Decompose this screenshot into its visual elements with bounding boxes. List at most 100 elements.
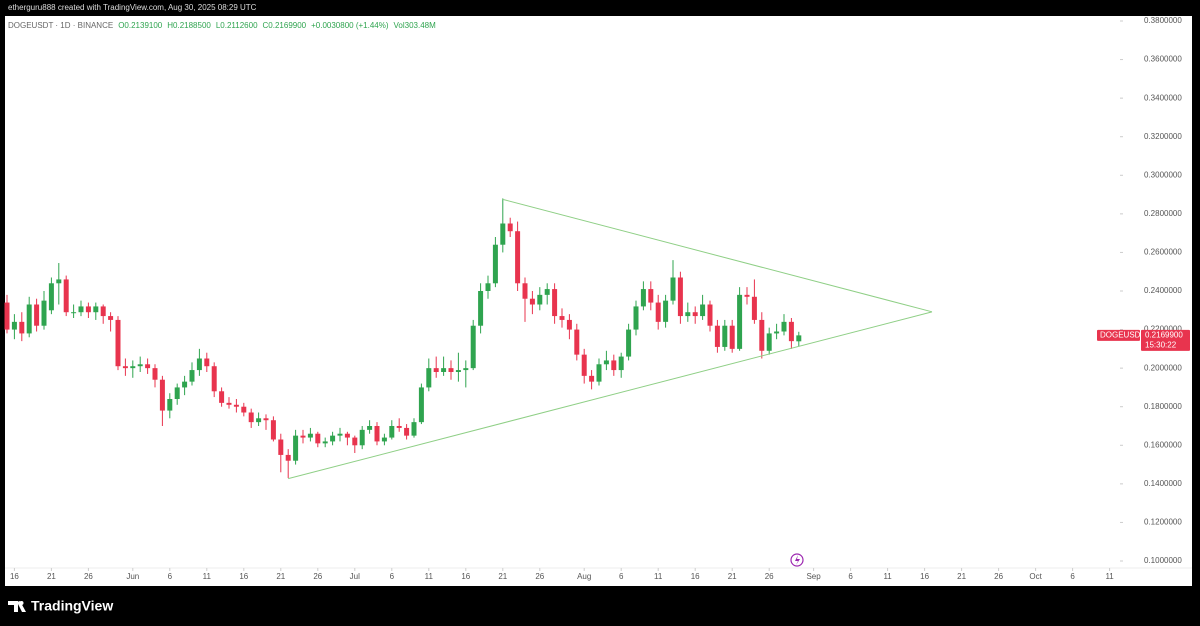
candle-body xyxy=(603,360,609,365)
price-tag-symbol-box xyxy=(1097,329,1140,341)
ohlc-value: H0.2188500 xyxy=(167,21,211,30)
candle-body xyxy=(152,368,158,380)
candle-body xyxy=(766,333,772,351)
ohlc-value: C0.2169900 xyxy=(262,21,307,30)
trendline xyxy=(288,311,933,480)
candle-body xyxy=(722,325,728,347)
candle-body xyxy=(71,312,77,314)
candle-body xyxy=(352,437,358,446)
candle-body xyxy=(263,418,269,421)
y-tick-label: 0.3600000 xyxy=(1144,55,1182,64)
candle-body xyxy=(537,294,543,305)
x-tick-label: 26 xyxy=(535,572,544,581)
candle-body xyxy=(270,420,276,440)
candle-body xyxy=(307,433,313,438)
candle-body xyxy=(330,435,336,442)
candle-body xyxy=(685,312,691,317)
trendline xyxy=(502,198,933,313)
price-tag-symbol: DOGEUSDT xyxy=(1100,330,1145,339)
candle-body xyxy=(640,289,646,307)
candle-body xyxy=(559,316,565,320)
candle-body xyxy=(552,289,558,317)
candle-body xyxy=(122,366,128,369)
candle-body xyxy=(359,429,365,446)
candle-body xyxy=(108,316,114,320)
candle-body xyxy=(470,325,476,369)
candle-body xyxy=(677,277,683,317)
created-by: etherguru888 created with TradingView.co… xyxy=(8,3,257,12)
y-tick-label: 0.1000000 xyxy=(1144,556,1182,565)
symbol-title: DOGEUSDT · 1D · BINANCE xyxy=(8,21,114,30)
symbol-legend: DOGEUSDT · 1D · BINANCE O0.2139100 H0.218… xyxy=(8,21,436,30)
candle-body xyxy=(256,418,262,423)
x-tick-label: Jul xyxy=(350,572,360,581)
y-tick-label: 0.1800000 xyxy=(1144,402,1182,411)
x-tick-label: 11 xyxy=(883,572,892,581)
candle-body xyxy=(729,325,735,349)
candle-body xyxy=(159,379,165,411)
logo xyxy=(8,601,26,612)
candle-body xyxy=(707,304,713,326)
candle-body xyxy=(100,306,106,317)
candle-body xyxy=(655,302,661,322)
x-tick-label: 21 xyxy=(276,572,285,581)
x-tick-label: 16 xyxy=(691,572,700,581)
y-tick-label: 0.2200000 xyxy=(1144,325,1182,334)
y-tick-label: 0.3200000 xyxy=(1144,132,1182,141)
candle-body xyxy=(515,231,521,284)
candle-body xyxy=(174,387,180,399)
x-tick-label: 21 xyxy=(498,572,507,581)
x-tick-label: 11 xyxy=(654,572,663,581)
y-tick-label: 0.2800000 xyxy=(1144,209,1182,218)
candle-body xyxy=(130,366,136,369)
x-tick-label: 21 xyxy=(728,572,737,581)
candle-body xyxy=(381,437,387,442)
x-tick-label: 6 xyxy=(390,572,395,581)
candle-body xyxy=(589,375,595,382)
candle-body xyxy=(34,304,40,326)
candle-body xyxy=(626,329,632,357)
candle-body xyxy=(278,439,284,455)
x-tick-label: 16 xyxy=(10,572,19,581)
y-tick-label: 0.3400000 xyxy=(1144,93,1182,102)
candle-body xyxy=(611,360,617,371)
candle-body xyxy=(441,368,447,372)
y-tick-label: 0.2400000 xyxy=(1144,286,1182,295)
candle-body xyxy=(633,306,639,330)
candle-body xyxy=(41,300,47,326)
x-tick-label: Aug xyxy=(577,572,591,581)
candle-body xyxy=(663,300,669,322)
ohlc-value: Vol303.48M xyxy=(393,21,436,30)
candle-body xyxy=(344,433,350,438)
candle-body xyxy=(248,412,254,423)
candle-body xyxy=(714,325,720,347)
candle-body xyxy=(759,319,765,351)
x-tick-label: Sep xyxy=(806,572,821,581)
candle-body xyxy=(322,441,328,444)
x-tick-label: 16 xyxy=(920,572,929,581)
candle-body xyxy=(596,364,602,382)
x-tick-label: 26 xyxy=(313,572,322,581)
y-tick-label: 0.1400000 xyxy=(1144,479,1182,488)
x-tick-label: 6 xyxy=(1070,572,1075,581)
y-tick-label: 0.2000000 xyxy=(1144,363,1182,372)
candle-body xyxy=(500,223,506,245)
candle-body xyxy=(389,426,395,438)
candle-body xyxy=(618,356,624,371)
candle-body xyxy=(19,321,25,334)
candle-body xyxy=(396,426,402,428)
x-tick-label: 16 xyxy=(461,572,470,581)
price-tag-countdown: 15:30:22 xyxy=(1145,340,1177,349)
candle-body xyxy=(48,283,54,311)
x-tick-label: 11 xyxy=(1105,572,1114,581)
candle-body xyxy=(367,426,373,430)
candle-body xyxy=(507,223,513,232)
candle-body xyxy=(211,366,217,392)
candle-body xyxy=(788,321,794,342)
x-tick-label: 11 xyxy=(425,572,434,581)
candle-body xyxy=(692,312,698,317)
candle-body xyxy=(522,283,528,299)
candle-body xyxy=(485,283,491,291)
price-tag-price: 0.2169900 xyxy=(1145,330,1183,339)
